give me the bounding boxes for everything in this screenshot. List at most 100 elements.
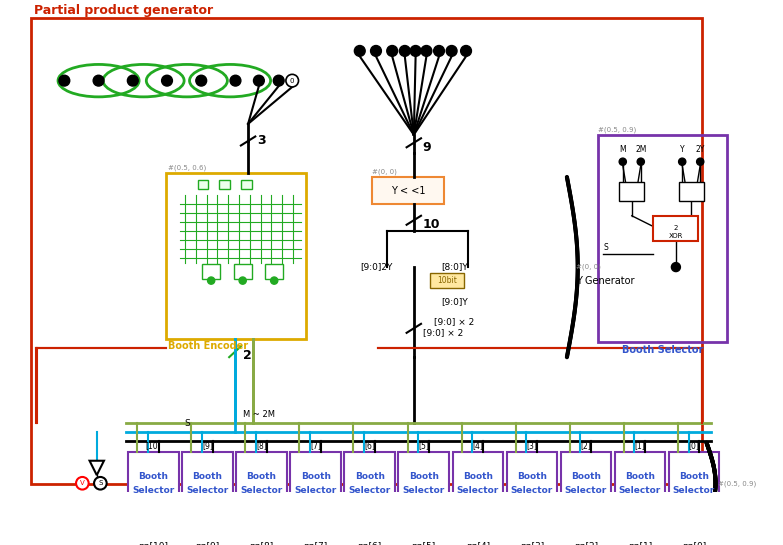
Circle shape [714, 480, 717, 482]
Circle shape [707, 518, 709, 520]
Text: Booth: Booth [571, 471, 601, 481]
Bar [236, 452, 287, 515]
Circle shape [710, 506, 713, 509]
Circle shape [714, 489, 716, 492]
Circle shape [707, 516, 710, 519]
Text: Booth: Booth [193, 471, 222, 481]
Circle shape [705, 443, 709, 446]
Circle shape [709, 455, 713, 457]
Circle shape [574, 228, 577, 231]
Text: S: S [604, 243, 608, 252]
Circle shape [713, 499, 715, 502]
Bar [373, 177, 445, 204]
Circle shape [714, 476, 716, 479]
Circle shape [714, 488, 716, 491]
Circle shape [569, 334, 572, 337]
Text: #(0, 0): #(0, 0) [576, 264, 601, 270]
Circle shape [713, 495, 716, 498]
Circle shape [707, 446, 709, 449]
Circle shape [576, 274, 579, 276]
Text: Selector: Selector [348, 486, 391, 495]
Circle shape [572, 315, 576, 318]
Circle shape [573, 222, 576, 225]
Circle shape [705, 441, 708, 444]
Circle shape [569, 194, 572, 197]
Circle shape [568, 192, 572, 195]
Circle shape [706, 519, 709, 522]
Circle shape [710, 456, 713, 458]
Text: XOR: XOR [669, 233, 683, 239]
Circle shape [571, 325, 574, 328]
Circle shape [565, 356, 568, 359]
Circle shape [573, 311, 576, 314]
Text: [5]: [5] [418, 441, 429, 450]
Circle shape [709, 455, 713, 458]
Circle shape [572, 316, 576, 319]
Bar [290, 452, 341, 515]
Circle shape [706, 445, 709, 447]
Circle shape [713, 499, 715, 501]
Text: 2M: 2M [635, 146, 647, 154]
Circle shape [712, 502, 714, 505]
Circle shape [568, 340, 572, 342]
Circle shape [713, 471, 716, 474]
Circle shape [568, 345, 570, 348]
Circle shape [387, 46, 398, 56]
Circle shape [576, 293, 578, 295]
Circle shape [709, 451, 711, 454]
Circle shape [570, 333, 572, 336]
Circle shape [566, 179, 569, 182]
Circle shape [711, 459, 713, 462]
Circle shape [576, 262, 579, 264]
Circle shape [571, 326, 574, 329]
Text: [9:0]2Y: [9:0]2Y [359, 263, 392, 271]
Circle shape [710, 506, 713, 509]
Text: #(0.5, 0.9): #(0.5, 0.9) [718, 480, 756, 487]
Circle shape [576, 255, 579, 258]
Circle shape [708, 450, 711, 452]
Circle shape [576, 270, 579, 272]
Circle shape [574, 229, 577, 232]
Circle shape [576, 265, 579, 268]
Circle shape [709, 511, 712, 514]
Circle shape [706, 519, 709, 522]
Circle shape [711, 504, 714, 507]
Bar [619, 181, 644, 201]
Circle shape [709, 452, 712, 455]
Circle shape [709, 513, 711, 516]
Circle shape [709, 512, 712, 514]
Circle shape [370, 46, 381, 56]
Circle shape [567, 348, 570, 350]
Bar [345, 452, 395, 515]
Circle shape [576, 272, 579, 275]
Text: [9:0] × 2: [9:0] × 2 [423, 328, 463, 337]
Circle shape [568, 343, 571, 346]
Circle shape [576, 247, 579, 250]
Bar [615, 452, 665, 515]
Circle shape [567, 349, 570, 352]
Circle shape [569, 197, 572, 200]
Circle shape [706, 445, 709, 448]
Text: pp[1]: pp[1] [628, 542, 652, 545]
Circle shape [576, 279, 579, 282]
Circle shape [207, 277, 215, 284]
Circle shape [572, 211, 575, 214]
Circle shape [713, 498, 715, 501]
Circle shape [59, 75, 70, 86]
Circle shape [573, 223, 576, 226]
Circle shape [714, 490, 716, 493]
Circle shape [714, 479, 716, 482]
Circle shape [713, 492, 716, 494]
Circle shape [706, 445, 709, 448]
Circle shape [709, 510, 712, 512]
Circle shape [572, 324, 574, 327]
Circle shape [705, 521, 709, 524]
Circle shape [709, 508, 713, 511]
Circle shape [568, 186, 570, 189]
Text: 10bit: 10bit [437, 276, 457, 285]
Bar [219, 180, 230, 189]
Circle shape [576, 286, 579, 289]
Circle shape [712, 501, 714, 504]
Circle shape [574, 307, 576, 310]
Circle shape [576, 271, 579, 274]
